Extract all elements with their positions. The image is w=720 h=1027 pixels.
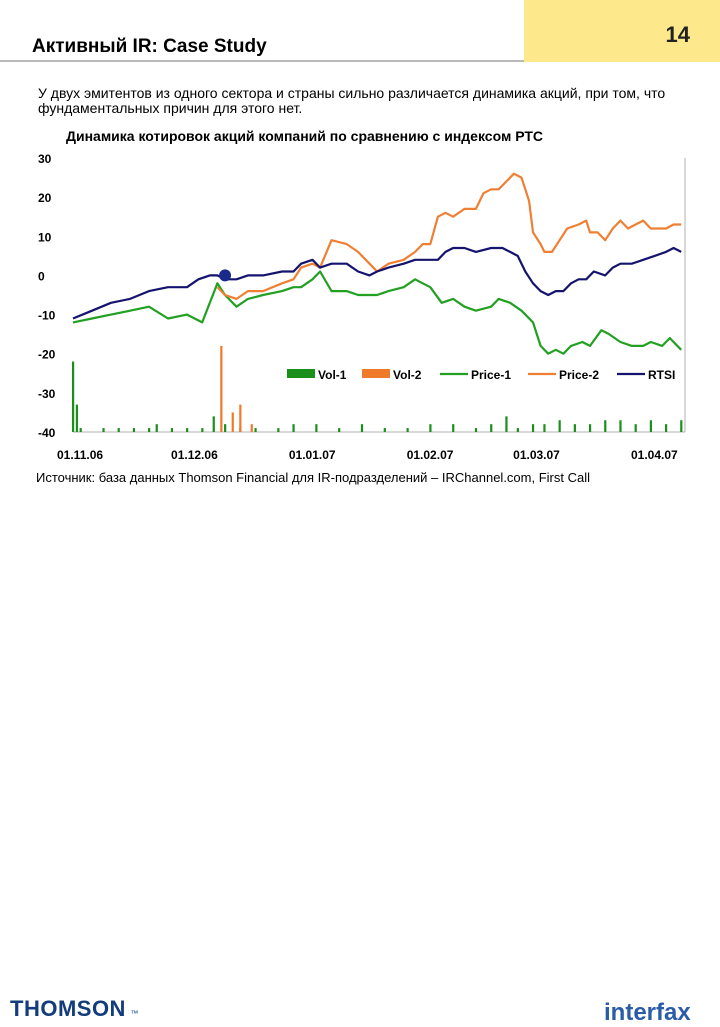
- vol-1-bar: [102, 428, 105, 432]
- rtsi-marker: [219, 269, 232, 282]
- legend-swatch-vol-1: [287, 369, 315, 378]
- x-tick-label: 01.11.06: [57, 448, 103, 462]
- vol-1-bar: [315, 424, 318, 432]
- source-note: Источник: база данных Thomson Financial …: [36, 470, 590, 485]
- vol-2-bar: [231, 412, 234, 432]
- vol-1-bar: [72, 361, 75, 432]
- page-number-box: 14: [524, 0, 720, 62]
- legend-label-rtsi: RTSI: [648, 368, 675, 382]
- thomson-trademark: ™: [130, 1009, 139, 1018]
- vol-1-bar: [277, 428, 280, 432]
- vol-1-bar: [383, 428, 386, 432]
- x-tick-label: 01.01.07: [289, 448, 336, 462]
- vol-1-bar: [429, 424, 432, 432]
- legend-label-price-1: Price-1: [471, 368, 511, 382]
- vol-1-bar: [132, 428, 136, 432]
- vol-1-bar: [186, 428, 189, 432]
- vol-1-bar: [490, 424, 493, 432]
- vol-1-bar: [558, 420, 561, 432]
- vol-2-bar: [239, 404, 242, 432]
- rtsi-line: [72, 246, 682, 320]
- y-tick-label: 0: [38, 269, 45, 283]
- vol-1-bar: [505, 416, 508, 432]
- slide-footer: THOMSON ™ interfax: [0, 493, 720, 1026]
- y-tick-label: -30: [38, 387, 56, 401]
- legend-label-vol-1: Vol-1: [318, 368, 347, 382]
- thomson-logo-text: THOMSON: [10, 996, 126, 1021]
- slide-subtitle: У двух эмитентов из одного сектора и стр…: [38, 85, 666, 116]
- vol-1-bar: [588, 424, 592, 432]
- vol-1-bar: [619, 420, 622, 432]
- legend-label-price-2: Price-2: [559, 368, 599, 382]
- vol-1-bar: [170, 428, 174, 432]
- vol-1-bar: [543, 424, 546, 432]
- y-tick-label: -40: [38, 426, 56, 440]
- vol-1-bar: [254, 428, 257, 432]
- vol-1-bar: [292, 424, 295, 432]
- y-tick-label: 20: [38, 191, 52, 205]
- vol-1-bar: [155, 424, 158, 432]
- legend-label-vol-2: Vol-2: [393, 368, 422, 382]
- y-tick-label: 30: [38, 152, 52, 166]
- slide-header: Активный IR: Case Study 14: [0, 0, 720, 70]
- vol-1-bar: [452, 424, 455, 432]
- vol-1-bar: [148, 428, 151, 432]
- price-2-line: [216, 172, 682, 300]
- vol-1-bar: [604, 420, 607, 432]
- x-tick-label: 01.04.07: [631, 448, 678, 462]
- vol-1-bar: [531, 424, 535, 432]
- vol-1-bar: [406, 428, 409, 432]
- vol-1-bar: [474, 428, 478, 432]
- vol-1-bar: [634, 424, 637, 432]
- page-number: 14: [665, 22, 690, 47]
- x-tick-label: 01.02.07: [407, 448, 454, 462]
- x-tick-label: 01.12.06: [171, 448, 218, 462]
- vol-2-bar: [220, 345, 223, 432]
- x-tick-label: 01.03.07: [513, 448, 560, 462]
- chart-title: Динамика котировок акций компаний по сра…: [66, 128, 544, 144]
- vol-1-bar: [360, 424, 364, 432]
- vol-2-bar: [250, 424, 253, 432]
- vol-1-bar: [664, 424, 668, 432]
- vol-1-bar: [338, 428, 341, 432]
- y-tick-label: -10: [38, 309, 56, 323]
- legend-swatch-vol-2: [362, 369, 390, 378]
- price-1-line: [72, 270, 682, 355]
- title-rule: [0, 60, 524, 62]
- vol-1-bar: [649, 420, 652, 432]
- vol-1-bar: [224, 424, 227, 432]
- vol-1-bar: [212, 416, 215, 432]
- interfax-logo: interfax: [604, 999, 691, 1026]
- vol-1-bar: [516, 428, 519, 432]
- y-tick-label: -20: [38, 348, 56, 362]
- vol-1-bar: [75, 404, 79, 432]
- vol-1-bar: [680, 420, 683, 432]
- vol-1-bar: [201, 428, 204, 432]
- vol-1-bar: [573, 424, 576, 432]
- vol-1-bar: [79, 428, 82, 432]
- slide-title: Активный IR: Case Study: [32, 36, 267, 57]
- thomson-logo: THOMSON ™: [10, 996, 138, 1022]
- vol-1-bar: [117, 428, 120, 432]
- y-tick-label: 10: [38, 230, 52, 244]
